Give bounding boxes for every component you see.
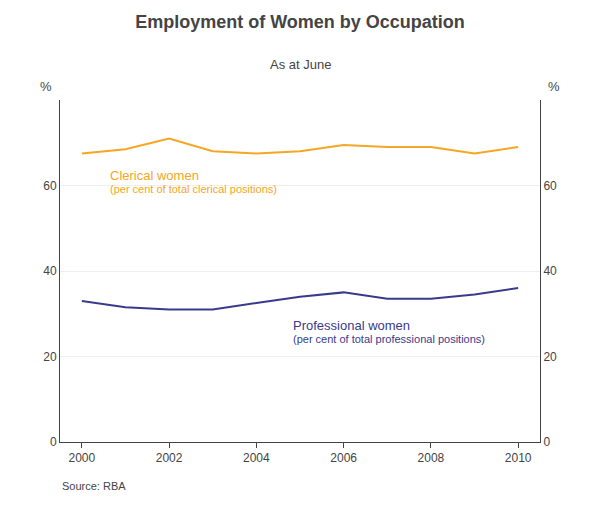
svg-text:%: %	[548, 79, 560, 94]
svg-text:%: %	[40, 79, 52, 94]
svg-text:2004: 2004	[243, 451, 270, 465]
svg-text:Employment of Women by Occupat: Employment of Women by Occupation	[135, 12, 465, 32]
svg-text:(per cent of total professiona: (per cent of total professional position…	[293, 333, 485, 345]
svg-text:60: 60	[543, 179, 557, 193]
svg-text:60: 60	[43, 179, 57, 193]
svg-text:Clerical women: Clerical women	[110, 168, 199, 183]
svg-text:2006: 2006	[330, 451, 357, 465]
svg-text:0: 0	[543, 435, 550, 449]
svg-text:Source: RBA: Source: RBA	[62, 480, 126, 492]
svg-text:0: 0	[50, 435, 57, 449]
svg-text:20: 20	[43, 350, 57, 364]
svg-text:2002: 2002	[156, 451, 183, 465]
svg-text:40: 40	[543, 264, 557, 278]
svg-text:40: 40	[43, 264, 57, 278]
svg-text:(per cent of total clerical po: (per cent of total clerical positions)	[110, 183, 277, 195]
svg-text:As at June: As at June	[270, 57, 331, 72]
svg-text:20: 20	[543, 350, 557, 364]
svg-text:2010: 2010	[505, 451, 532, 465]
svg-text:2000: 2000	[68, 451, 95, 465]
svg-text:2008: 2008	[418, 451, 445, 465]
svg-text:Professional women: Professional women	[293, 318, 410, 333]
